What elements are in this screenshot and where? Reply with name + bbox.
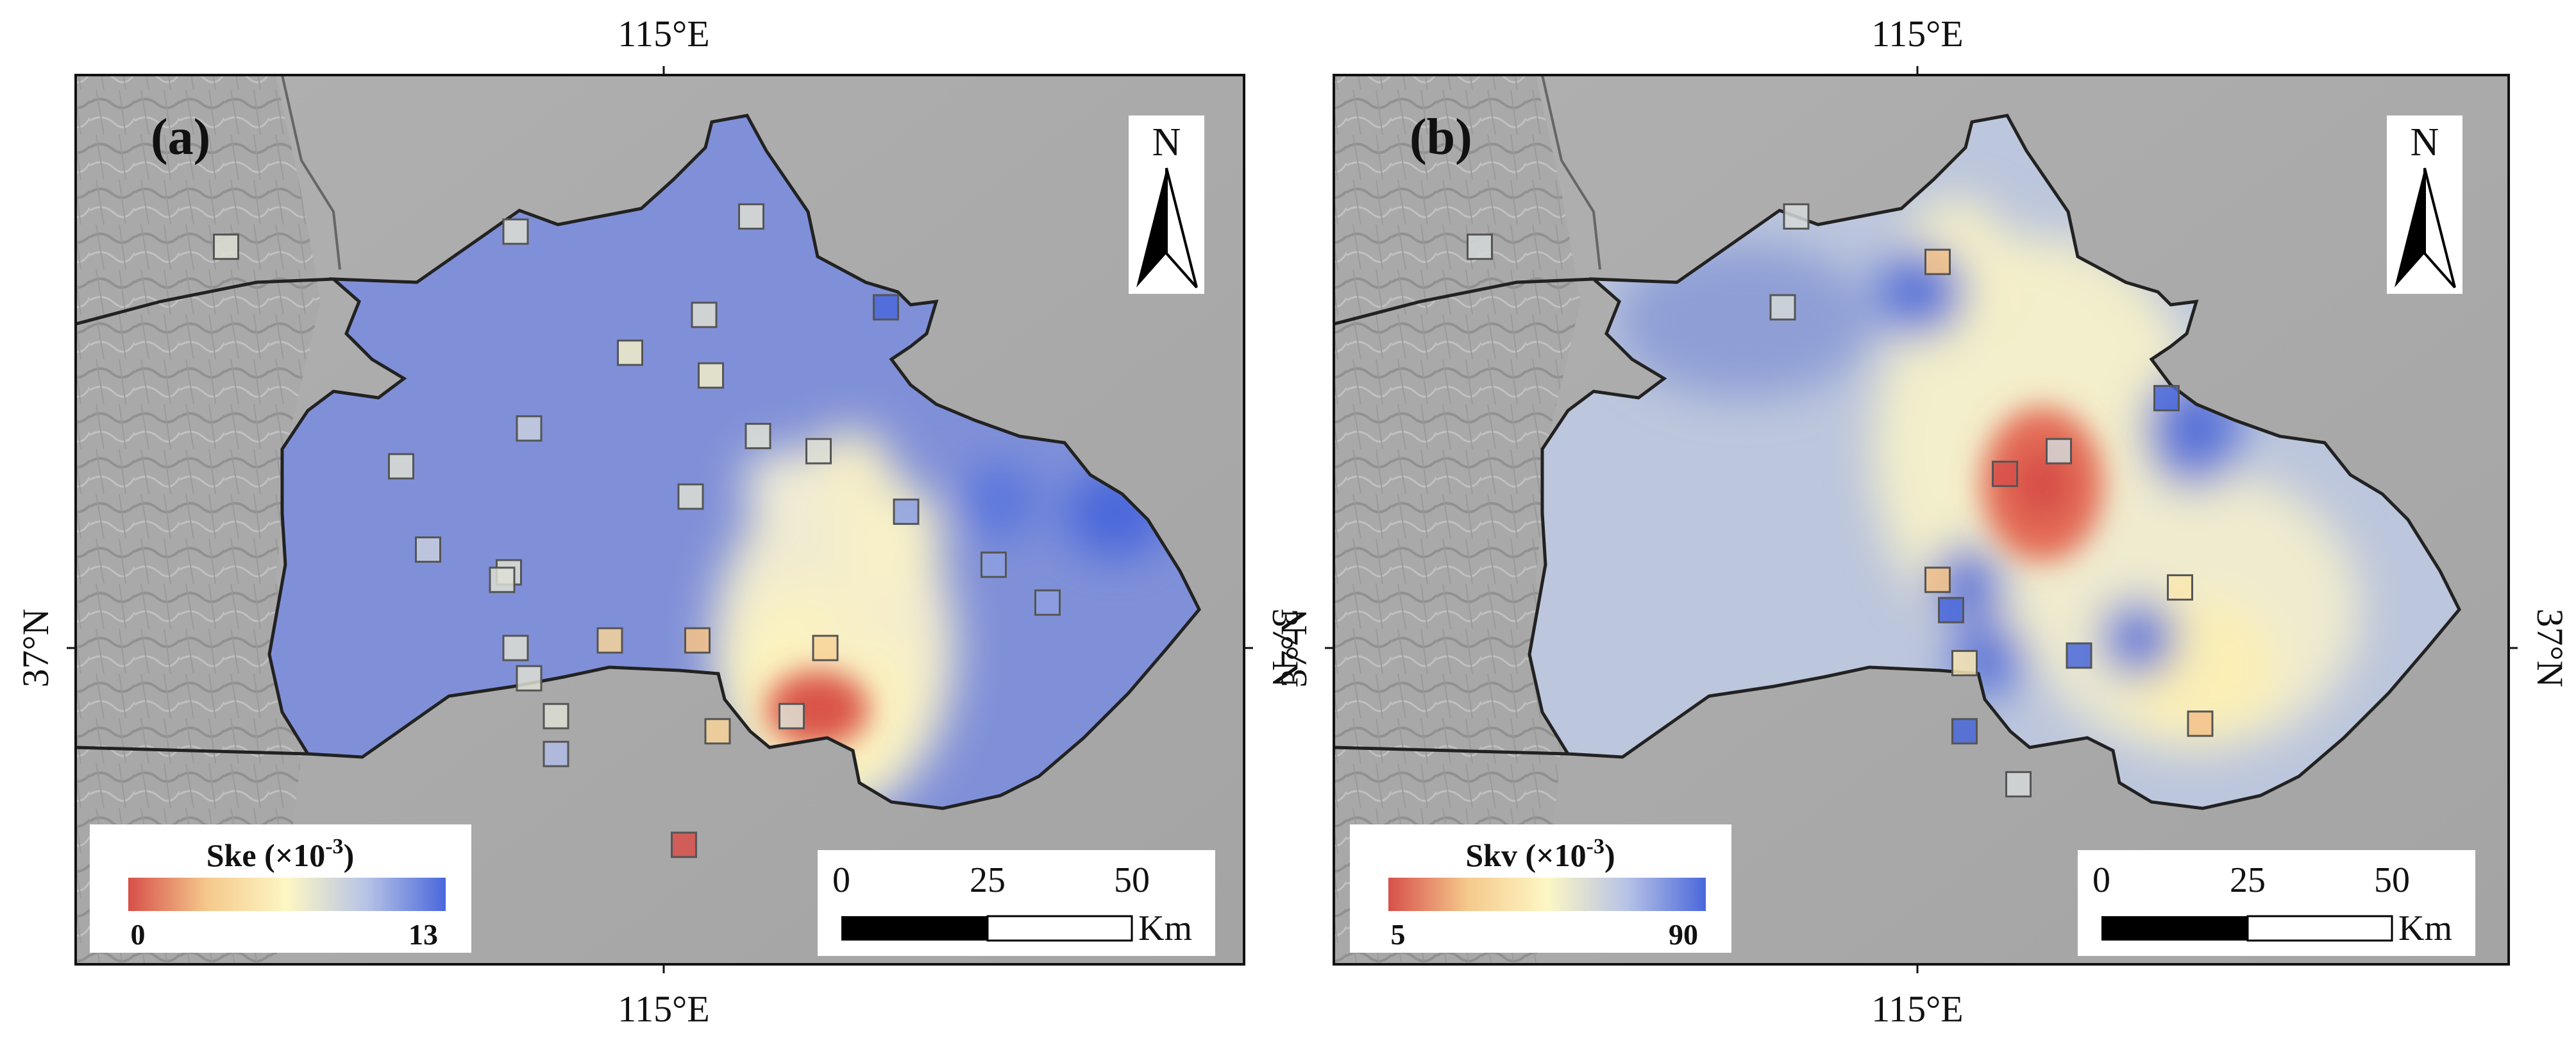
legend-min-label: 0 [131, 918, 146, 951]
map-panel-a: 115°E 115°E 37°N 37°N (a) N Ske (×10-3) … [15, 13, 1306, 1030]
province-boundary-north [76, 277, 334, 326]
map-frame [1333, 74, 2510, 966]
panel-label: (b) [1410, 109, 1472, 166]
north-arrow-label: N [2411, 121, 2439, 164]
station-marker [502, 635, 529, 661]
scale-bar: 0 25 50 Km [2078, 850, 2475, 956]
legend-box: Ske (×10-3) 0 13 [90, 824, 471, 953]
province-boundary-south [1334, 746, 1569, 756]
mountain-hillshade [1334, 75, 1581, 964]
station-marker [2187, 710, 2214, 737]
station-marker [2005, 771, 2032, 797]
station-marker [596, 627, 623, 654]
station-marker [1467, 234, 1493, 260]
station-marker [543, 703, 569, 729]
map-frame [74, 74, 1245, 966]
station-marker [671, 831, 697, 858]
station-marker [516, 665, 543, 692]
station-marker [2167, 574, 2193, 601]
lon-label-top: 115°E [618, 13, 709, 55]
mountain-hillshade [76, 75, 321, 964]
scale-tick-0: 0 [2092, 860, 2110, 900]
station-marker [1769, 294, 1796, 321]
station-marker [617, 339, 643, 366]
station-marker [2066, 642, 2092, 669]
scale-bar: 0 25 50 Km [818, 850, 1215, 956]
station-marker [1951, 650, 1978, 677]
station-marker [502, 218, 529, 245]
scale-tick-25: 25 [970, 860, 1006, 900]
north-arrow: N [2387, 115, 2462, 294]
stations-layer [213, 203, 1061, 858]
map-panel-b: 115°E 115°E 37°N 37°N (b) N Skv (×10-3) … [1273, 13, 2571, 1030]
scale-unit: Km [2398, 908, 2452, 948]
station-marker [893, 499, 920, 525]
station-marker [2046, 438, 2072, 465]
station-marker [745, 423, 771, 450]
lon-label-bottom: 115°E [1871, 988, 1963, 1030]
station-marker [691, 302, 718, 328]
station-marker [704, 718, 731, 745]
legend-color-bar [128, 878, 446, 911]
lat-label-right: 37°N [2529, 608, 2571, 687]
scale-tick-0: 0 [832, 860, 850, 900]
station-marker [489, 567, 516, 593]
river [281, 75, 341, 270]
legend-title: Ske (×10-3) [206, 835, 354, 873]
station-marker [2153, 385, 2180, 412]
station-marker [779, 703, 805, 729]
legend-max-label: 13 [408, 918, 438, 951]
panel-label: (a) [151, 109, 210, 166]
north-arrow-label: N [1152, 121, 1181, 164]
lat-label-left: 37°N [15, 608, 56, 687]
station-marker [812, 635, 839, 661]
station-marker [677, 483, 704, 510]
station-marker [805, 438, 832, 465]
station-marker [1951, 718, 1978, 745]
legend-min-label: 5 [1391, 918, 1406, 951]
station-marker [415, 536, 441, 563]
station-marker [543, 740, 569, 767]
scale-tick-50: 50 [2374, 860, 2410, 900]
station-marker [981, 551, 1007, 578]
station-marker [1992, 461, 2018, 488]
station-marker [873, 294, 899, 321]
north-arrow: N [1129, 115, 1204, 294]
river [1541, 75, 1601, 270]
station-marker [1924, 248, 1951, 275]
station-marker [1938, 597, 1964, 624]
stations-layer [1467, 203, 2214, 797]
region-boundary [267, 114, 1201, 810]
legend-max-label: 90 [1669, 918, 1698, 951]
scale-tick-25: 25 [2230, 860, 2266, 900]
lat-label-left: 37°N [1273, 608, 1315, 687]
legend-color-bar [1388, 878, 1706, 911]
station-marker [1783, 203, 1810, 230]
lon-label-top: 115°E [1871, 13, 1963, 55]
scale-tick-50: 50 [1114, 860, 1150, 900]
scale-unit: Km [1138, 908, 1192, 948]
station-marker [1034, 589, 1061, 616]
region-boundary [1528, 114, 2461, 810]
station-marker [738, 203, 764, 230]
station-marker [388, 453, 414, 480]
lat-label-right: 37°N [1265, 608, 1306, 687]
province-boundary-south [76, 746, 308, 756]
lon-label-bottom: 115°E [618, 988, 709, 1030]
legend-title: Skv (×10-3) [1465, 835, 1615, 873]
province-boundary-north [1334, 277, 1594, 326]
station-marker [698, 362, 724, 389]
station-marker [213, 234, 239, 260]
legend-box: Skv (×10-3) 5 90 [1350, 824, 1731, 953]
station-marker [516, 415, 543, 442]
station-marker [684, 627, 711, 654]
station-marker [1924, 567, 1951, 593]
